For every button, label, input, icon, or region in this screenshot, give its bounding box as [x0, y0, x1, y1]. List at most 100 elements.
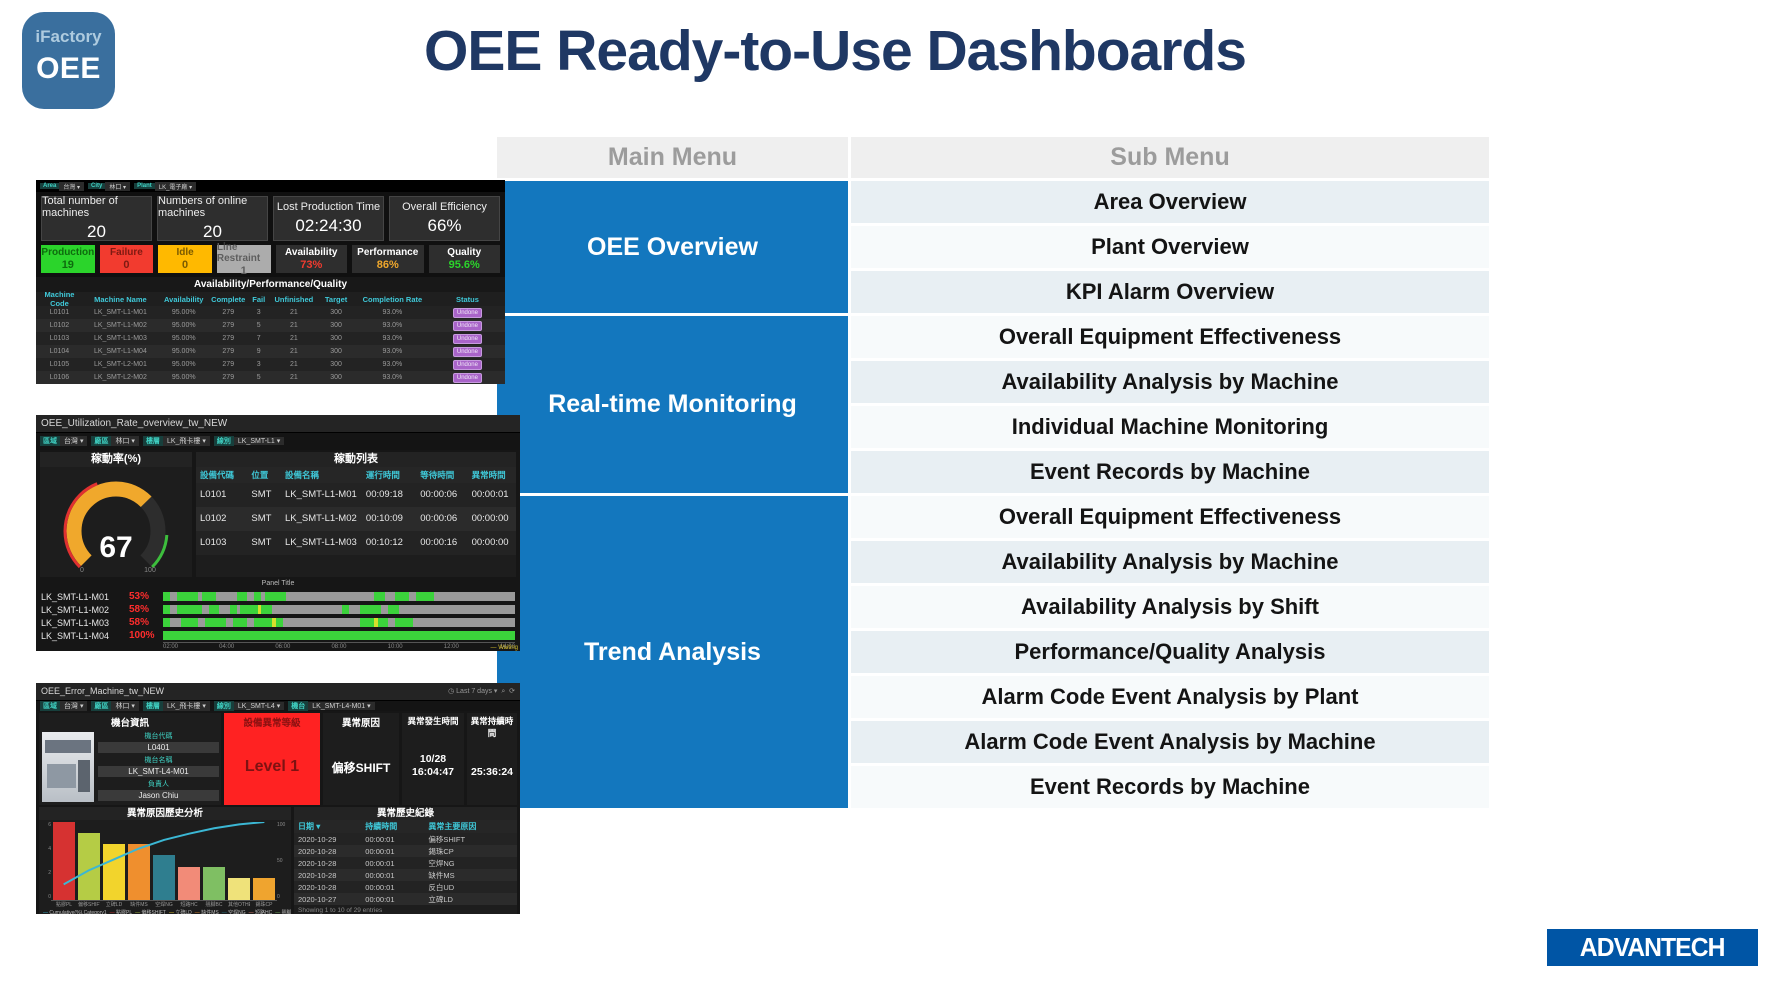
- kpi-value: 66%: [427, 216, 462, 235]
- category-label: 空焊NG: [155, 902, 173, 908]
- axis-tick: 08:00: [331, 644, 347, 650]
- table-cell: 279: [222, 322, 235, 329]
- history-table-panel: 異常歷史紀錄 日期 ▾ 持續時間 異常主要原因 2020-10-29 00:00:01…: [294, 807, 517, 914]
- table-row: 2020-10-28 00:00:01 空焊NG: [294, 857, 517, 869]
- filter-value: LK_飛卡樓 ▾: [162, 436, 210, 447]
- dashboard3-filter-bar: 區域 台灣 ▾ 廠區 林口 ▾ 樓層 LK_飛卡樓 ▾ 線別 LK_SMT-L4 ▾ 機台 LK_…: [36, 701, 520, 711]
- pareto-bar: [78, 833, 100, 900]
- timeline-segment: [342, 605, 350, 614]
- field-value: LK_SMT-L4-M01: [98, 766, 219, 777]
- table-cell: 95.00%: [171, 348, 196, 355]
- legend-swatch: —: [194, 910, 202, 914]
- timeline-machine-label: LK_SMT-L1-M04: [41, 630, 110, 641]
- category-label: 點膠PL: [55, 902, 73, 908]
- table-cell: 21: [290, 322, 298, 329]
- table-cell: 95.00%: [171, 335, 196, 342]
- machine-info-title: 機台資訊: [110, 718, 149, 729]
- timeline-bar: [163, 631, 515, 640]
- timeline-segment: [236, 605, 241, 614]
- dashboard1-table-title: Availability/Performance/Quality: [36, 277, 505, 292]
- dashboard3-title-bar: OEE_Error_Machine_tw_NEW ◷ Last 7 days ▾…: [36, 683, 520, 701]
- pareto-chart: [51, 822, 277, 901]
- table-row: L0101 SMT LK_SMT-L1-M01 00:09:18 00:00:06 00:…: [196, 482, 516, 507]
- table-cell: L0105: [49, 361, 70, 368]
- table-cell: Undone: [430, 372, 505, 383]
- filter-value: LK_電子廠 ▾: [154, 181, 197, 191]
- alarm-level-title: 設備異常等級: [243, 718, 301, 729]
- kpi-value: 20: [87, 222, 106, 241]
- table-cell: LK_SMT-L1-M03: [284, 537, 357, 549]
- table-cell: 7: [256, 335, 261, 342]
- gauge-title: 稼動率(%): [40, 451, 192, 467]
- timeline-segment: [275, 618, 283, 627]
- table-row: 2020-10-28 00:00:01 錫珠CP: [294, 845, 517, 857]
- table-cell: L0101: [200, 489, 227, 501]
- machine-list-title: 稼動列表: [196, 451, 516, 467]
- timeline-segment: [374, 592, 385, 601]
- history-title: 異常歷史紀錄: [294, 807, 517, 820]
- table-cell: 3: [256, 361, 261, 368]
- table-cell: 300: [330, 309, 342, 316]
- machine-info-panel: 機台資訊 機台代碼 L0401 機台名稱 LK_SMT-L4-M01 負責人 Jason …: [39, 713, 221, 805]
- ifactory-oee-logo: iFactory OEE: [22, 12, 115, 109]
- category-label: 缺件MS: [130, 902, 148, 908]
- timeline-segment: [282, 618, 361, 627]
- table-cell: 反白UD: [428, 882, 455, 892]
- pareto-bar: [178, 866, 200, 900]
- table-cell: 21: [290, 348, 298, 355]
- alarm-duration-panel: 異常持續時間 25:36:24: [467, 713, 517, 805]
- timeline-segment: [163, 631, 515, 640]
- main-menu-item: Real-time Monitoring: [497, 316, 848, 493]
- dashboard1-table-header: Machine Code Machine Name Availability Comp…: [36, 290, 505, 308]
- timeline-segment: [201, 605, 209, 614]
- timeline-segment: [384, 592, 396, 601]
- status-badge: Undone: [452, 307, 482, 318]
- column-header: 位置: [251, 469, 269, 480]
- table-cell: 279: [222, 348, 235, 355]
- filter-value: 林口 ▾: [111, 436, 139, 447]
- status-value: 73%: [300, 259, 323, 271]
- table-cell: Undone: [430, 333, 505, 344]
- alarm-duration-title: 異常持續時間: [470, 716, 514, 738]
- timeline-segment: [272, 618, 276, 627]
- timeline-segment: [377, 618, 389, 627]
- legend-item: — 短路HC: [249, 910, 273, 914]
- timeline-segment: [177, 605, 202, 614]
- table-cell: 00:00:01: [471, 489, 509, 501]
- table-row: L0105 LK_SMT-L2-M01 95.00% 279 3 21 300 93.0% Un…: [36, 358, 505, 371]
- alarm-time-value: 10/28 16:04:47: [411, 752, 455, 778]
- timeline-percentage: 53%: [129, 591, 150, 602]
- timeline-segment: [198, 592, 202, 601]
- status-label: Availability: [285, 247, 338, 258]
- table-cell: L0104: [49, 348, 70, 355]
- table-cell: 300: [330, 361, 342, 368]
- sub-menu-item: KPI Alarm Overview: [851, 271, 1489, 313]
- column-header: 日期 ▾: [298, 822, 321, 831]
- table-cell: 21: [290, 335, 298, 342]
- status-badge: Undone: [452, 346, 482, 357]
- timeline-segment: [233, 618, 248, 627]
- table-cell: LK_SMT-L1-M01: [284, 489, 357, 501]
- dashboard1-kpi-row: Total number of machines 20 Numbers of onl…: [36, 192, 505, 243]
- table-cell: 300: [330, 322, 342, 329]
- advantech-logo-text: ADVANTECH: [1580, 932, 1726, 962]
- filter-dropdown: 樓層 LK_飛卡樓 ▾: [142, 436, 210, 447]
- category-label: 立碑LD: [105, 902, 123, 908]
- table-cell: 空焊NG: [428, 858, 455, 868]
- pareto-right-axis: 100 50 0: [277, 822, 287, 909]
- filter-label: 廠區: [91, 701, 112, 711]
- axis-tick: 04:00: [219, 644, 235, 650]
- legend-swatch: —: [248, 910, 255, 914]
- status-card: Line Restraint 1: [216, 242, 271, 277]
- axis-tick: 2: [48, 870, 51, 876]
- table-cell: 3: [256, 309, 261, 316]
- history-table-header: 日期 ▾ 持續時間 異常主要原因: [294, 820, 517, 833]
- table-cell: L0101: [49, 309, 70, 316]
- timeline-segment: [201, 592, 216, 601]
- table-cell: 00:10:09: [365, 513, 403, 525]
- status-badge: Undone: [452, 359, 482, 370]
- table-cell: 00:09:18: [365, 489, 403, 501]
- table-cell: L0102: [49, 322, 70, 329]
- table-cell: 00:00:06: [420, 513, 458, 525]
- table-cell: 00:00:01: [365, 894, 395, 904]
